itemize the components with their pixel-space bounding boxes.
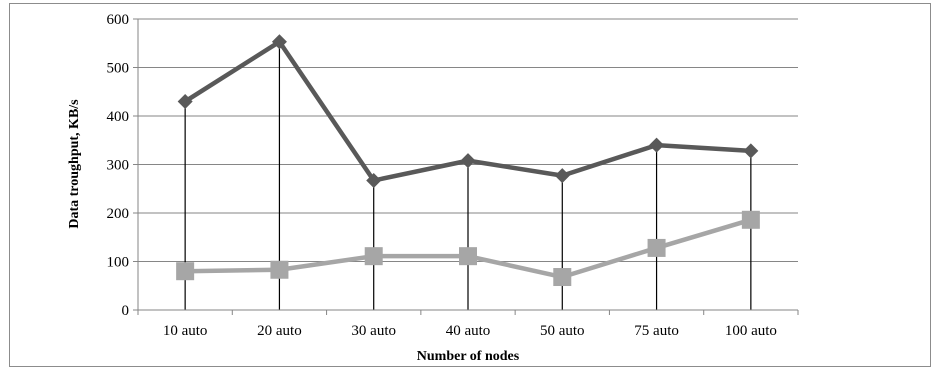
x-tick-label-2: 30 auto [351, 323, 396, 339]
series-1-point-4 [553, 268, 572, 287]
y-tick-label-600: 600 [107, 12, 130, 28]
chart-frame [9, 3, 931, 367]
y-axis-title: Data troughput, KB/s [67, 99, 82, 229]
series-1-point-5 [647, 238, 666, 257]
series-1-point-2 [364, 247, 383, 266]
series-0-point-4 [554, 168, 570, 184]
y-tick-label-100: 100 [107, 255, 130, 271]
series-0-point-5 [649, 137, 665, 153]
x-tick-label-5: 75 auto [634, 323, 679, 339]
x-tick-label-0: 10 auto [163, 323, 208, 339]
x-tick-label-6: 100 auto [725, 323, 777, 339]
series-1-point-0 [176, 262, 195, 281]
series-0-point-1 [271, 34, 287, 50]
gridlines [138, 18, 798, 262]
y-tick-label-400: 400 [107, 109, 130, 125]
series-0-point-3 [460, 153, 476, 169]
series-group [176, 34, 760, 287]
x-tick-labels: 10 auto 20 auto 30 auto 40 auto 50 auto 75 au… [163, 323, 777, 339]
x-tick-label-4: 50 auto [540, 323, 585, 339]
x-axis-title: Number of nodes [417, 349, 520, 364]
y-tick-label-300: 300 [107, 158, 130, 174]
series-1-point-1 [270, 260, 289, 279]
series-0-point-6 [743, 143, 759, 159]
y-tick-label-500: 500 [107, 61, 130, 77]
series-0-point-0 [177, 93, 193, 109]
y-tick-label-200: 200 [107, 206, 130, 222]
series-1-point-3 [459, 247, 477, 266]
axes [133, 18, 799, 315]
x-tick-label-1: 20 auto [257, 323, 302, 339]
x-tick-label-3: 40 auto [446, 323, 491, 339]
series-0-point-2 [366, 173, 382, 189]
series-1-point-6 [741, 210, 760, 229]
y-tick-label-0: 0 [122, 303, 130, 319]
y-tick-labels: 0 100 200 300 400 500 600 [107, 12, 130, 319]
